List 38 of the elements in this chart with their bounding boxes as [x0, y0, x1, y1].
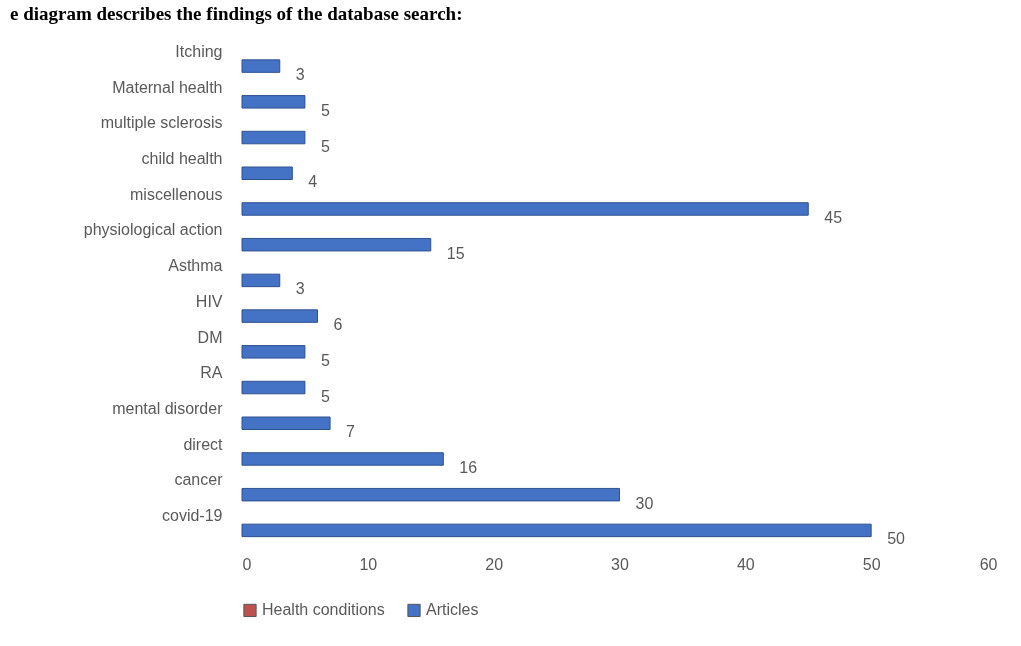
- data-label: 5: [320, 137, 330, 155]
- y-tick-label: covid-19: [162, 507, 223, 525]
- x-tick-label: 40: [736, 555, 755, 573]
- legend-label: Articles: [426, 601, 479, 619]
- y-tick-label: mental disorder: [112, 400, 224, 417]
- data-label: 7: [346, 423, 356, 441]
- y-tick-label: physiological action: [83, 221, 223, 239]
- y-tick-label: miscellenous: [130, 185, 223, 203]
- x-tick-label: 20: [485, 555, 504, 573]
- data-label: 45: [824, 208, 843, 226]
- y-tick-label: Asthma: [168, 257, 223, 275]
- y-tick-label: cancer: [174, 471, 224, 489]
- y-tick-label: DM: [197, 328, 223, 346]
- chart-title: e diagram describes the findings of the database search:: [10, 3, 463, 24]
- data-label: 50: [887, 530, 906, 548]
- data-label: 30: [635, 494, 654, 512]
- x-tick-label: 0: [242, 555, 252, 573]
- y-tick-label: multiple sclerosis: [100, 114, 223, 132]
- data-label: 4: [308, 173, 318, 191]
- x-tick-label: 50: [862, 555, 881, 573]
- y-tick-label: child health: [141, 150, 223, 167]
- y-tick-label: Maternal health: [112, 78, 223, 96]
- x-tick-label: 10: [359, 555, 378, 573]
- legend-label: Health conditions: [262, 601, 385, 619]
- y-tick-label: direct: [183, 435, 224, 453]
- y-tick-label: Itching: [175, 42, 223, 60]
- data-label: 16: [459, 458, 478, 476]
- data-label: 6: [333, 316, 343, 334]
- data-label: 5: [320, 351, 330, 369]
- x-tick-label: 60: [979, 555, 998, 573]
- x-tick-label: 30: [611, 555, 629, 573]
- y-tick-label: RA: [200, 364, 223, 382]
- data-label: 3: [295, 280, 305, 298]
- data-label: 15: [446, 244, 465, 262]
- data-label: 3: [295, 66, 305, 84]
- data-label: 5: [320, 387, 330, 405]
- y-tick-label: HIV: [195, 292, 223, 310]
- data-label: 5: [320, 101, 330, 119]
